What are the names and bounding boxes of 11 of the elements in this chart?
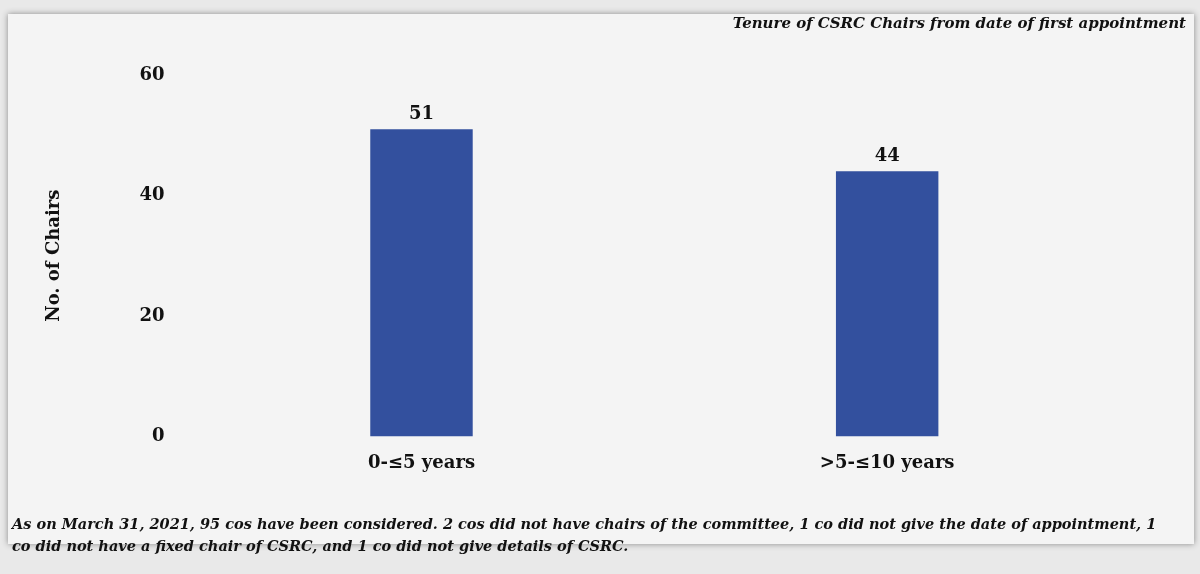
y-tick-label: 60 xyxy=(139,62,165,84)
text: As on March 31, 2021, 95 cos have been considered. 2 cos did not have chairs of the committee, 1 co did not give the date of appointment, 1 co did not have a fixed chair of CSRC, and 1 co did not give details of CSRC. xyxy=(12,514,1158,556)
y-axis-title: No. of Chairs xyxy=(42,189,64,322)
y-tick-label: 0 xyxy=(152,424,165,446)
y-tick-label: 20 xyxy=(139,303,165,325)
x-tick-label: >5-≤10 years xyxy=(819,450,955,472)
x-tick-label: 0-≤5 years xyxy=(367,450,476,472)
y-tick-label: 40 xyxy=(139,183,165,205)
data-label: 51 xyxy=(408,101,435,123)
data-label: 44 xyxy=(874,144,900,166)
chart-title: Tenure of CSRC Chairs from date of first appointment xyxy=(732,14,1186,32)
